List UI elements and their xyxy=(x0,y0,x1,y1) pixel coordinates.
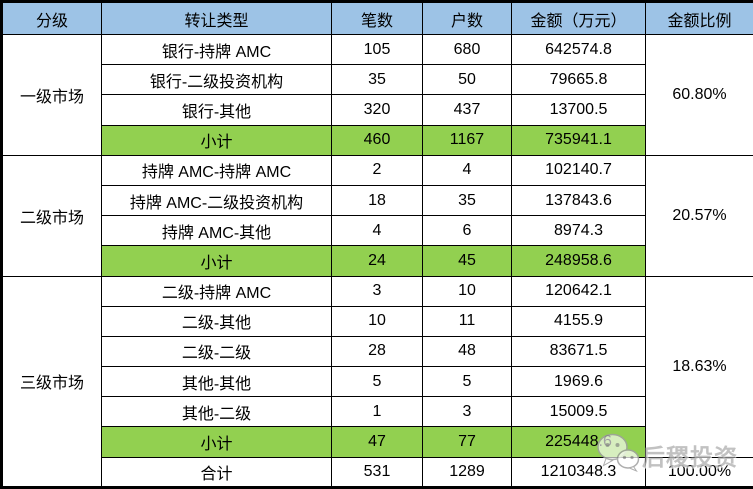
subtotal-amount-cell: 735941.1 xyxy=(511,124,646,156)
amount-cell: 13700.5 xyxy=(511,94,646,126)
households-cell: 4 xyxy=(422,154,512,186)
header-row: 分级 转让类型 笔数 户数 金额（万元） 金额比例 xyxy=(1,1,753,35)
subtotal-count-cell: 460 xyxy=(331,124,423,156)
count-cell: 2 xyxy=(331,154,423,186)
subtotal-row: 小计 24 45 248958.6 xyxy=(2,245,753,277)
ratio-cell: 60.80% xyxy=(645,34,753,156)
households-cell: 50 xyxy=(422,64,512,96)
header-cell: 分级 xyxy=(1,1,102,35)
households-cell: 680 xyxy=(422,33,512,66)
subtotal-count-cell: 47 xyxy=(331,426,423,458)
type-cell: 持牌 AMC-其他 xyxy=(101,215,332,247)
households-cell: 6 xyxy=(422,215,512,247)
households-cell: 437 xyxy=(422,94,512,126)
count-cell: 1 xyxy=(331,396,423,428)
data-row: 银行-其他 320 437 13700.5 xyxy=(2,94,753,126)
households-cell: 3 xyxy=(422,396,512,428)
data-row: 银行-二级投资机构 35 50 79665.8 xyxy=(2,64,753,96)
households-cell: 48 xyxy=(422,335,512,368)
data-row: 持牌 AMC-其他 4 6 8974.3 xyxy=(2,215,753,247)
subtotal-amount-cell: 248958.6 xyxy=(511,245,646,277)
households-cell: 5 xyxy=(422,366,512,398)
amount-cell: 79665.8 xyxy=(511,64,646,96)
total-amount-cell: 1210348.3 xyxy=(511,456,646,489)
subtotal-amount-cell: 225448.6 xyxy=(511,426,646,458)
total-row: 合计 531 1289 1210348.3 100.00% xyxy=(2,456,753,489)
type-cell: 持牌 AMC-持牌 AMC xyxy=(101,154,332,186)
data-row: 二级-其他 10 11 4155.9 xyxy=(2,305,753,337)
data-row: 其他-其他 5 5 1969.6 xyxy=(2,366,753,398)
households-cell: 11 xyxy=(422,305,512,337)
subtotal-row: 小计 460 1167 735941.1 xyxy=(2,124,753,156)
type-cell: 持牌 AMC-二级投资机构 xyxy=(101,184,332,217)
type-cell: 银行-持牌 AMC xyxy=(101,33,332,66)
header-cell: 金额（万元） xyxy=(511,1,646,35)
subtotal-label-cell: 小计 xyxy=(101,245,332,277)
ratio-cell: 20.57% xyxy=(645,154,753,277)
subtotal-row: 小计 47 77 225448.6 xyxy=(2,426,753,458)
type-cell: 银行-二级投资机构 xyxy=(101,64,332,96)
data-row: 其他-二级 1 3 15009.5 xyxy=(2,396,753,428)
subtotal-label-cell: 小计 xyxy=(101,124,332,156)
households-cell: 35 xyxy=(422,184,512,217)
amount-cell: 15009.5 xyxy=(511,396,646,428)
type-cell: 二级-二级 xyxy=(101,335,332,368)
subtotal-households-cell: 45 xyxy=(422,245,512,277)
type-cell: 其他-二级 xyxy=(101,396,332,428)
count-cell: 28 xyxy=(331,335,423,368)
data-row: 二级市场 持牌 AMC-持牌 AMC 2 4 102140.7 20.57% xyxy=(1,154,753,277)
subtotal-count-cell: 24 xyxy=(331,245,423,277)
amount-cell: 4155.9 xyxy=(511,305,646,337)
amount-cell: 642574.8 xyxy=(511,33,646,66)
level-cell: 一级市场 xyxy=(1,34,102,156)
amount-cell: 1969.6 xyxy=(511,366,646,398)
type-cell: 二级-其他 xyxy=(101,305,332,337)
data-row: 三级市场 二级-持牌 AMC 3 10 120642.1 18.63% xyxy=(1,275,753,488)
header-cell: 转让类型 xyxy=(101,1,332,35)
total-label-cell: 合计 xyxy=(101,456,332,489)
header-cell: 笔数 xyxy=(331,1,423,35)
amount-cell: 120642.1 xyxy=(511,275,646,307)
households-cell: 10 xyxy=(422,275,512,307)
data-row: 一级市场 银行-持牌 AMC 105 680 642574.8 60.80% xyxy=(1,33,753,156)
total-households-cell: 1289 xyxy=(422,456,512,489)
count-cell: 5 xyxy=(331,366,423,398)
count-cell: 35 xyxy=(331,64,423,96)
total-count-cell: 531 xyxy=(331,456,423,489)
type-cell: 银行-其他 xyxy=(101,94,332,126)
subtotal-label-cell: 小计 xyxy=(101,426,332,458)
amount-cell: 137843.6 xyxy=(511,184,646,217)
count-cell: 320 xyxy=(331,94,423,126)
subtotal-households-cell: 77 xyxy=(422,426,512,458)
level-cell: 二级市场 xyxy=(1,154,102,277)
count-cell: 105 xyxy=(331,33,423,66)
total-ratio-cell: 100.00% xyxy=(645,456,753,489)
type-cell: 二级-持牌 AMC xyxy=(101,275,332,307)
header-cell: 户数 xyxy=(422,1,512,35)
level-cell: 三级市场 xyxy=(1,275,102,488)
amount-cell: 102140.7 xyxy=(511,154,646,186)
count-cell: 18 xyxy=(331,184,423,217)
count-cell: 4 xyxy=(331,215,423,247)
header-cell: 金额比例 xyxy=(645,1,753,35)
amount-cell: 83671.5 xyxy=(511,335,646,368)
count-cell: 3 xyxy=(331,275,423,307)
amount-cell: 8974.3 xyxy=(511,215,646,247)
data-row: 二级-二级 28 48 83671.5 xyxy=(2,335,753,368)
type-cell: 其他-其他 xyxy=(101,366,332,398)
subtotal-households-cell: 1167 xyxy=(422,124,512,156)
count-cell: 10 xyxy=(331,305,423,337)
data-row: 持牌 AMC-二级投资机构 18 35 137843.6 xyxy=(2,184,753,217)
ratio-cell: 18.63% xyxy=(645,275,753,458)
table-body: 一级市场 银行-持牌 AMC 105 680 642574.8 60.80% 银行-二级投资… xyxy=(1,33,753,489)
